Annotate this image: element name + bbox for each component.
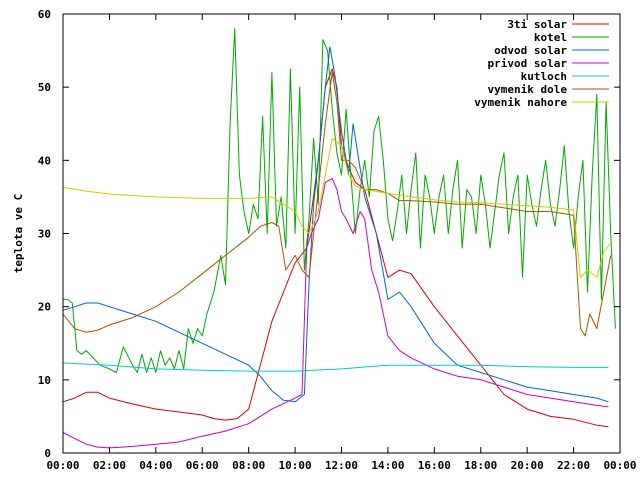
x-tick-label: 18:00 [464, 459, 497, 472]
x-tick-label: 16:00 [418, 459, 451, 472]
legend-label: 3ti solar [507, 18, 567, 31]
x-tick-label: 12:00 [325, 459, 358, 472]
series-line-3ti-solar [62, 68, 609, 428]
series-line-odvod-solar [62, 46, 609, 403]
series-line-vymenik-nahore [62, 137, 612, 278]
y-tick-label: 0 [44, 447, 51, 460]
series-line-kutloch [62, 362, 609, 372]
x-tick-label: 20:00 [511, 459, 544, 472]
x-tick-label: 00:00 [603, 459, 636, 472]
legend-label: vymenik nahore [474, 96, 567, 109]
x-tick-label: 14:00 [371, 459, 404, 472]
legend-label: odvod solar [494, 44, 567, 57]
series-line-kotel [63, 28, 616, 373]
legend-label: vymenik dole [488, 83, 568, 96]
legend-label: privod solar [488, 57, 568, 70]
x-tick-label: 00:00 [46, 459, 79, 472]
y-tick-label: 10 [38, 374, 51, 387]
x-tick-label: 10:00 [279, 459, 312, 472]
x-tick-label: 06:00 [186, 459, 219, 472]
series-layer [62, 28, 616, 449]
y-tick-label: 30 [38, 228, 51, 241]
axis-ticks: 00:00 02:00 04:00 06:00 08:00 10:00 12:00 14:00… [38, 8, 637, 472]
x-tick-label: 22:00 [557, 459, 590, 472]
legend-label: kotel [534, 31, 567, 44]
y-tick-label: 40 [38, 154, 51, 167]
y-tick-label: 20 [38, 301, 51, 314]
y-tick-label: 60 [38, 8, 51, 21]
x-tick-label: 08:00 [232, 459, 265, 472]
x-tick-label: 04:00 [139, 459, 172, 472]
legend-label: kutloch [521, 70, 567, 83]
x-tick-label: 02:00 [93, 459, 126, 472]
series-line-vymenik-dole [62, 72, 612, 337]
y-tick-label: 50 [38, 81, 51, 94]
y-axis-label: teplota ve C [12, 194, 25, 273]
series-line-privod-solar [62, 178, 609, 449]
